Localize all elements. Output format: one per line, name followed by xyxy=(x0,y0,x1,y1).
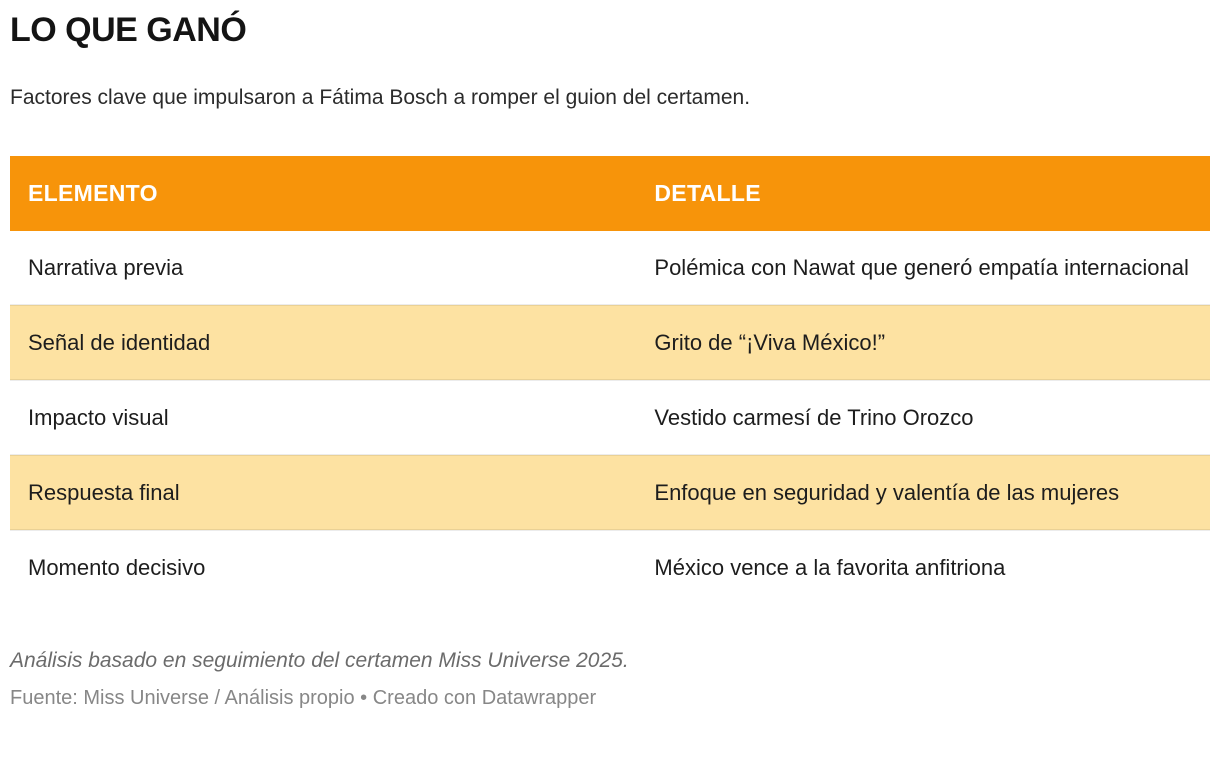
table-row: Señal de identidad Grito de “¡Viva Méxic… xyxy=(10,305,1210,381)
table-header: ELEMENTO DETALLE xyxy=(10,156,1210,232)
cell-detalle: Polémica con Nawat que generó empatía in… xyxy=(654,255,1189,281)
cell-detalle: México vence a la favorita anfitriona xyxy=(654,555,1006,581)
cell-detalle: Enfoque en seguridad y valentía de las m… xyxy=(654,480,1120,506)
page-title: LO QUE GANÓ xyxy=(10,11,247,49)
separator-dot: • xyxy=(354,686,373,709)
table-row: Respuesta final Enfoque en seguridad y v… xyxy=(10,455,1210,531)
source-text: Miss Universe / Análisis propio xyxy=(83,686,355,709)
cell-elemento: Momento decisivo xyxy=(28,555,206,581)
table-body: Narrativa previa Polémica con Nawat que … xyxy=(10,231,1210,605)
page-subtitle: Factores clave que impulsaron a Fátima B… xyxy=(10,85,751,109)
cell-elemento: Narrativa previa xyxy=(28,255,184,281)
cell-elemento: Impacto visual xyxy=(28,405,169,431)
cell-elemento: Respuesta final xyxy=(28,480,180,506)
data-table: ELEMENTO DETALLE Narrativa previa Polémi… xyxy=(10,156,1210,605)
table-row: Momento decisivo México vence a la favor… xyxy=(10,530,1210,605)
column-header-detalle: DETALLE xyxy=(636,156,1210,232)
column-header-elemento: ELEMENTO xyxy=(10,156,637,232)
table-row: Impacto visual Vestido carmesí de Trino … xyxy=(10,380,1210,456)
datawrapper-byline: Creado con Datawrapper xyxy=(372,686,597,709)
table-row: Narrativa previa Polémica con Nawat que … xyxy=(10,231,1210,306)
footer-note: Análisis basado en seguimiento del certa… xyxy=(10,649,629,673)
cell-detalle: Vestido carmesí de Trino Orozco xyxy=(654,405,974,431)
source-label: Fuente: xyxy=(10,686,84,709)
chart-footer: Análisis basado en seguimiento del certa… xyxy=(10,647,1210,710)
footer-source-line: Fuente: Miss Universe / Análisis propio … xyxy=(10,685,1210,711)
cell-elemento: Señal de identidad xyxy=(28,330,211,356)
cell-detalle: Grito de “¡Viva México!” xyxy=(654,330,886,356)
